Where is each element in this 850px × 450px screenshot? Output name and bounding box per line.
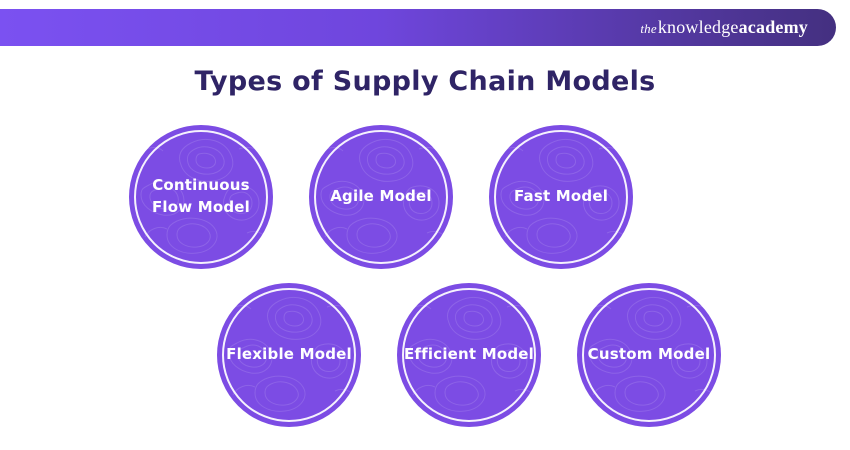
model-label: Continuous Flow Model — [151, 176, 251, 216]
model-circle-continuous-flow: Continuous Flow Model — [129, 125, 273, 269]
model-circle-custom: Custom Model — [577, 283, 721, 427]
logo-academy: academy — [738, 17, 808, 37]
model-circle-agile: Agile Model — [309, 125, 453, 269]
page-title: Types of Supply Chain Models — [194, 66, 656, 97]
model-label: Flexible Model — [226, 345, 352, 364]
model-label: Custom Model — [587, 345, 711, 364]
model-label: Efficient Model — [403, 345, 534, 364]
brand-logo: theknowledgeacademy — [640, 17, 808, 38]
model-label: Agile Model — [330, 187, 432, 206]
header-bar: theknowledgeacademy — [0, 9, 836, 46]
logo-the: the — [640, 21, 657, 36]
model-circle-fast: Fast Model — [489, 125, 633, 269]
logo-knowledge: knowledge — [657, 17, 739, 37]
model-circle-flexible: Flexible Model — [217, 283, 361, 427]
model-label: Fast Model — [513, 187, 609, 206]
model-circle-efficient: Efficient Model — [397, 283, 541, 427]
